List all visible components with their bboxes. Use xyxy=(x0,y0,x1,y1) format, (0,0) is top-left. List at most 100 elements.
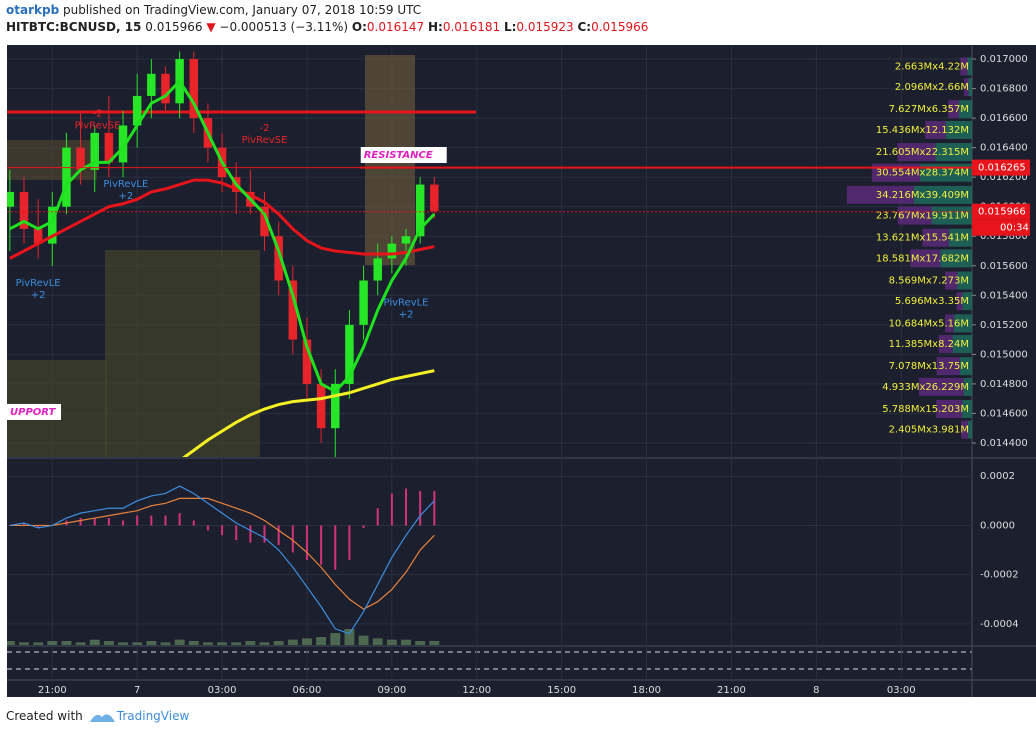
profile-up xyxy=(959,100,972,119)
volume-bar xyxy=(33,642,44,645)
l-label: L: xyxy=(503,20,517,34)
candle-body xyxy=(415,184,425,237)
signal-text: PivRevSE xyxy=(242,135,288,146)
x-tick-label: 06:00 xyxy=(293,685,322,696)
candle-body xyxy=(359,280,368,325)
volume-bar xyxy=(174,639,185,645)
y-tick-label: 0.016400 xyxy=(980,143,1028,154)
histogram-bar xyxy=(419,490,422,526)
profile-label: 23.767Mx19.911M xyxy=(876,211,969,222)
candle-body xyxy=(331,383,340,429)
histogram-bar xyxy=(433,490,436,526)
signal-count: +2 xyxy=(118,191,133,202)
price-pane: 2.663Mx4.22M 2.096Mx2.66M 7.627Mx6.357M 15.… xyxy=(7,51,972,457)
price-label: 0.015966 xyxy=(978,207,1026,218)
profile-label: 34.216Mx39.409M xyxy=(876,190,969,201)
chart: 21:00 7 03:00 06:00 09:00 12:00 15:00 18:00 21:0… xyxy=(7,45,1036,697)
line xyxy=(9,497,435,610)
candle-body xyxy=(132,95,142,126)
volume-bar xyxy=(160,642,171,645)
histogram-bar xyxy=(192,520,195,526)
profile-down xyxy=(925,120,946,139)
histogram-bar xyxy=(221,525,224,536)
candle-body xyxy=(33,228,43,244)
volume-bar xyxy=(344,629,355,645)
signal-text: PivRevLE xyxy=(384,297,429,308)
candle-body xyxy=(274,236,283,281)
profile-up xyxy=(959,357,972,376)
histogram-bar xyxy=(79,518,82,526)
candle-body xyxy=(189,59,199,119)
volume-bar xyxy=(202,642,213,645)
profile-down xyxy=(938,335,953,354)
author[interactable]: otarkpb xyxy=(6,3,60,17)
profile-label: 11.385Mx8.24M xyxy=(889,339,969,350)
candle-body xyxy=(401,236,411,244)
x-tick-label: 21:00 xyxy=(717,685,746,696)
profile-label: 5.696Mx3.35M xyxy=(895,296,969,307)
line xyxy=(9,78,436,394)
candle-body xyxy=(147,73,156,96)
histogram-bar xyxy=(136,515,139,526)
profile-label: 13.621Mx15.541M xyxy=(876,233,969,244)
profile-down xyxy=(948,100,960,119)
histogram-bar xyxy=(320,525,323,565)
signal-count: -2 xyxy=(93,108,103,119)
volume-bar xyxy=(401,639,411,645)
candle-body xyxy=(76,147,85,170)
h-label: H: xyxy=(428,20,443,34)
y-tick-label: 0.0000 xyxy=(980,520,1015,531)
profile-label: 18.581Mx17.682M xyxy=(876,253,969,264)
signal-text: PivRevSE xyxy=(75,120,121,131)
profile-up xyxy=(968,78,972,97)
profile-label: 2.663Mx4.22M xyxy=(895,61,969,72)
x-tick-label: 03:00 xyxy=(887,685,916,696)
profile-down xyxy=(936,357,960,376)
candle-body xyxy=(345,324,354,384)
histogram-bar xyxy=(249,525,252,543)
candle-body xyxy=(90,132,99,170)
x-tick-label: 09:00 xyxy=(377,685,406,696)
candle-body xyxy=(260,206,269,237)
x-tick-label: 03:00 xyxy=(208,685,237,696)
created-with: Created with xyxy=(6,709,83,723)
profile-up xyxy=(940,249,972,268)
profile-down xyxy=(897,143,936,162)
o-label: O: xyxy=(351,20,367,34)
histogram-bar xyxy=(348,525,351,560)
profile-label: 4.933Mx26.229M xyxy=(882,382,969,393)
y-tick-label: 0.016200 xyxy=(980,172,1028,183)
histogram-bar xyxy=(362,525,365,528)
y-tick-label: 0.016600 xyxy=(980,113,1028,124)
y-tick-label: 0.016800 xyxy=(980,84,1028,95)
histogram-bar xyxy=(93,518,96,526)
candle-body xyxy=(62,147,71,207)
profile-down xyxy=(963,78,969,97)
candle-body xyxy=(430,184,439,212)
x-tick-label: 21:00 xyxy=(38,685,67,696)
footer: Created with TradingView xyxy=(6,709,189,723)
profile-up xyxy=(952,335,972,354)
histogram-bar xyxy=(164,515,167,526)
volume-bar xyxy=(103,641,114,645)
brand-logo xyxy=(90,714,115,722)
candle-body xyxy=(316,383,326,429)
volume-bar xyxy=(118,642,128,645)
volume-bar xyxy=(415,641,426,645)
histogram-bar xyxy=(235,525,238,541)
volume-bar xyxy=(89,639,100,645)
candle-body xyxy=(48,206,57,244)
y-tick-label: 0.015000 xyxy=(980,349,1028,360)
y-tick-label: 0.0002 xyxy=(980,471,1015,482)
profile-down xyxy=(956,292,963,311)
profile-down xyxy=(922,228,949,247)
candle-body xyxy=(19,191,29,229)
profile-down xyxy=(846,185,914,204)
histogram-bar xyxy=(405,488,408,526)
profile-down xyxy=(919,377,964,396)
histogram-bar xyxy=(122,520,125,526)
profile-label: 5.788Mx15.203M xyxy=(882,404,969,415)
profile-down xyxy=(936,400,963,419)
brand[interactable]: TradingView xyxy=(116,709,190,723)
